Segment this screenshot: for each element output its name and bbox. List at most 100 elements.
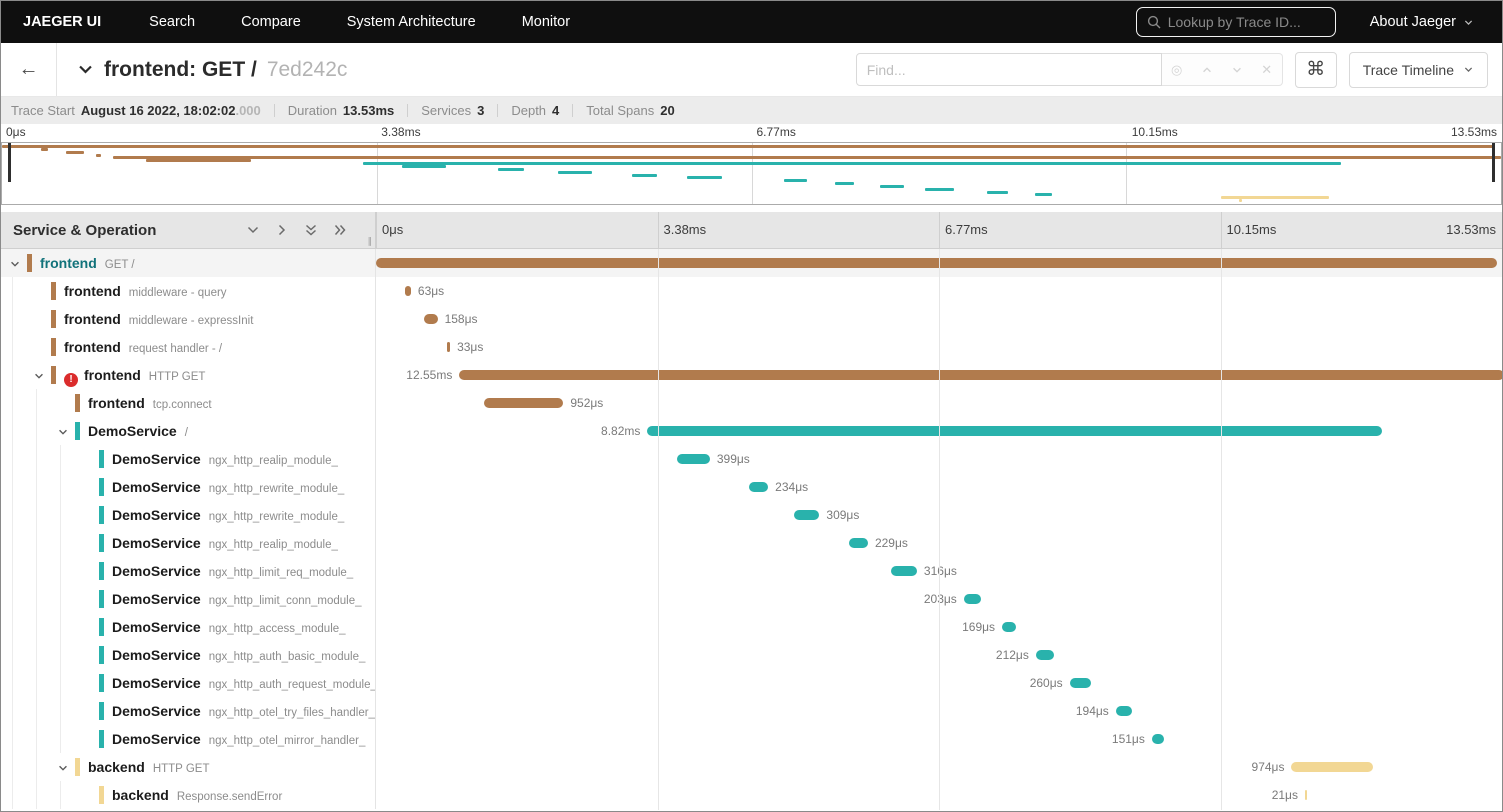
span-duration-bar[interactable] [1069, 678, 1092, 688]
span-name-cell[interactable]: DemoService ngx_http_auth_request_module_ [1, 669, 376, 697]
span-name-cell[interactable]: DemoService ngx_http_otel_try_files_handl… [1, 697, 376, 725]
timeline-minimap[interactable] [1, 142, 1502, 205]
span-row[interactable]: DemoService ngx_http_realip_module_ 229μs [1, 529, 1502, 557]
span-row[interactable]: frontend middleware - query 63μs [1, 277, 1502, 305]
span-timeline-cell[interactable]: 8.82ms [376, 417, 1502, 445]
span-timeline-cell[interactable]: 194μs [376, 697, 1502, 725]
span-timeline-cell[interactable]: 33μs [376, 333, 1502, 361]
span-name-cell[interactable]: DemoService ngx_http_auth_basic_module_ [1, 641, 376, 669]
chevron-down-icon[interactable] [33, 369, 45, 387]
span-timeline-cell[interactable]: 260μs [376, 669, 1502, 697]
span-row[interactable]: DemoService ngx_http_rewrite_module_ 309μs [1, 501, 1502, 529]
span-timeline-cell[interactable]: 169μs [376, 613, 1502, 641]
collapse-trace-detail-icon[interactable] [77, 61, 94, 78]
span-timeline-cell[interactable]: 234μs [376, 473, 1502, 501]
span-timeline-cell[interactable]: 309μs [376, 501, 1502, 529]
span-timeline-cell[interactable]: 229μs [376, 529, 1502, 557]
find-input[interactable] [855, 53, 1162, 86]
trace-id-lookup[interactable]: Lookup by Trace ID... [1135, 7, 1336, 37]
span-timeline-cell[interactable]: 952μs [376, 389, 1502, 417]
span-name-cell[interactable]: frontend request handler - / [1, 333, 376, 361]
view-range-left-handle[interactable] [8, 143, 11, 182]
span-timeline-cell[interactable]: 151μs [376, 725, 1502, 753]
chevron-down-icon[interactable] [57, 761, 69, 779]
jaeger-logo[interactable]: JAEGER UI [23, 14, 102, 30]
span-timeline-cell[interactable]: 13.53ms [376, 249, 1502, 277]
span-name-cell[interactable]: DemoService / [1, 417, 376, 445]
span-duration-bar[interactable] [1002, 622, 1017, 632]
span-name-cell[interactable]: frontend middleware - expressInit [1, 305, 376, 333]
span-duration-bar[interactable] [890, 566, 917, 576]
span-name-cell[interactable]: backend HTTP GET [1, 753, 376, 781]
span-duration-bar[interactable] [793, 510, 820, 520]
span-duration-bar[interactable] [1151, 734, 1165, 744]
span-name-cell[interactable]: DemoService ngx_http_realip_module_ [1, 445, 376, 473]
span-duration-bar[interactable] [446, 342, 451, 352]
span-timeline-cell[interactable]: 974μs [376, 753, 1502, 781]
span-timeline-cell[interactable]: 63μs [376, 277, 1502, 305]
span-duration-bar[interactable] [1115, 706, 1132, 716]
span-duration-bar[interactable] [484, 398, 564, 408]
span-duration-bar[interactable] [1304, 790, 1307, 800]
view-range-right-handle[interactable] [1492, 143, 1495, 182]
span-row[interactable]: DemoService ngx_http_limit_conn_module_ 20… [1, 585, 1502, 613]
span-row[interactable]: frontend GET / 13.53ms [1, 249, 1502, 277]
span-row[interactable]: backend Response.sendError 21μs [1, 781, 1502, 809]
span-timeline-cell[interactable]: 158μs [376, 305, 1502, 333]
expand-one-icon[interactable] [275, 223, 289, 237]
chevron-down-icon[interactable] [9, 257, 21, 275]
span-duration-bar[interactable] [748, 482, 769, 492]
span-duration-bar[interactable] [376, 258, 1498, 268]
span-row[interactable]: DemoService ngx_http_limit_req_module_ 316… [1, 557, 1502, 585]
nav-item-monitor[interactable]: Monitor [521, 14, 571, 30]
back-button[interactable]: ← [1, 43, 57, 96]
span-row[interactable]: frontend request handler - / 33μs [1, 333, 1502, 361]
span-row[interactable]: frontend tcp.connect 952μs [1, 389, 1502, 417]
nav-item-compare[interactable]: Compare [241, 14, 301, 30]
nav-item-search[interactable]: Search [149, 14, 196, 30]
span-duration-bar[interactable] [1291, 762, 1373, 772]
span-row[interactable]: backend HTTP GET 974μs [1, 753, 1502, 781]
keyboard-shortcuts-button[interactable]: ⌘ [1294, 51, 1337, 88]
span-name-cell[interactable]: frontend tcp.connect [1, 389, 376, 417]
span-name-cell[interactable]: DemoService ngx_http_rewrite_module_ [1, 473, 376, 501]
span-row[interactable]: DemoService ngx_http_auth_basic_module_ 21… [1, 641, 1502, 669]
match-locate-icon[interactable]: ◎ [1171, 61, 1183, 77]
collapse-one-icon[interactable] [246, 223, 260, 237]
about-jaeger-menu[interactable]: About Jaeger [1370, 14, 1474, 30]
span-row[interactable]: frontend middleware - expressInit 158μs [1, 305, 1502, 333]
span-row[interactable]: DemoService ngx_http_otel_mirror_handler_… [1, 725, 1502, 753]
span-name-cell[interactable]: DemoService ngx_http_limit_conn_module_ [1, 585, 376, 613]
span-duration-bar[interactable] [459, 370, 1502, 380]
span-duration-bar[interactable] [963, 594, 981, 604]
span-row[interactable]: DemoService ngx_http_realip_module_ 399μs [1, 445, 1502, 473]
span-timeline-cell[interactable]: 212μs [376, 641, 1502, 669]
span-name-cell[interactable]: ! frontend HTTP GET [1, 361, 376, 389]
span-row[interactable]: ! frontend HTTP GET 12.55ms [1, 361, 1502, 389]
next-match-icon[interactable] [1222, 54, 1252, 85]
span-duration-bar[interactable] [848, 538, 868, 548]
span-row[interactable]: DemoService ngx_http_access_module_ 169μs [1, 613, 1502, 641]
span-duration-bar[interactable] [676, 454, 710, 464]
prev-match-icon[interactable] [1192, 54, 1222, 85]
span-row[interactable]: DemoService ngx_http_auth_request_module_… [1, 669, 1502, 697]
span-duration-bar[interactable] [647, 426, 1382, 436]
span-name-cell[interactable]: DemoService ngx_http_otel_mirror_handler_ [1, 725, 376, 753]
span-row[interactable]: DemoService ngx_http_otel_try_files_handl… [1, 697, 1502, 725]
span-timeline-cell[interactable]: 21μs [376, 781, 1502, 809]
span-name-cell[interactable]: DemoService ngx_http_access_module_ [1, 613, 376, 641]
nav-item-system-architecture[interactable]: System Architecture [346, 14, 476, 30]
collapse-all-icon[interactable] [304, 223, 318, 237]
span-name-cell[interactable]: frontend middleware - query [1, 277, 376, 305]
trace-view-selector[interactable]: Trace Timeline [1348, 51, 1488, 88]
chevron-down-icon[interactable] [57, 425, 69, 443]
span-duration-bar[interactable] [405, 286, 411, 296]
span-name-cell[interactable]: DemoService ngx_http_realip_module_ [1, 529, 376, 557]
span-name-cell[interactable]: backend Response.sendError [1, 781, 376, 809]
span-timeline-cell[interactable]: 399μs [376, 445, 1502, 473]
span-duration-bar[interactable] [1035, 650, 1054, 660]
expand-all-icon[interactable] [333, 223, 347, 237]
span-timeline-cell[interactable]: 316μs [376, 557, 1502, 585]
clear-find-icon[interactable]: ✕ [1261, 61, 1273, 77]
span-row[interactable]: DemoService ngx_http_rewrite_module_ 234μs [1, 473, 1502, 501]
